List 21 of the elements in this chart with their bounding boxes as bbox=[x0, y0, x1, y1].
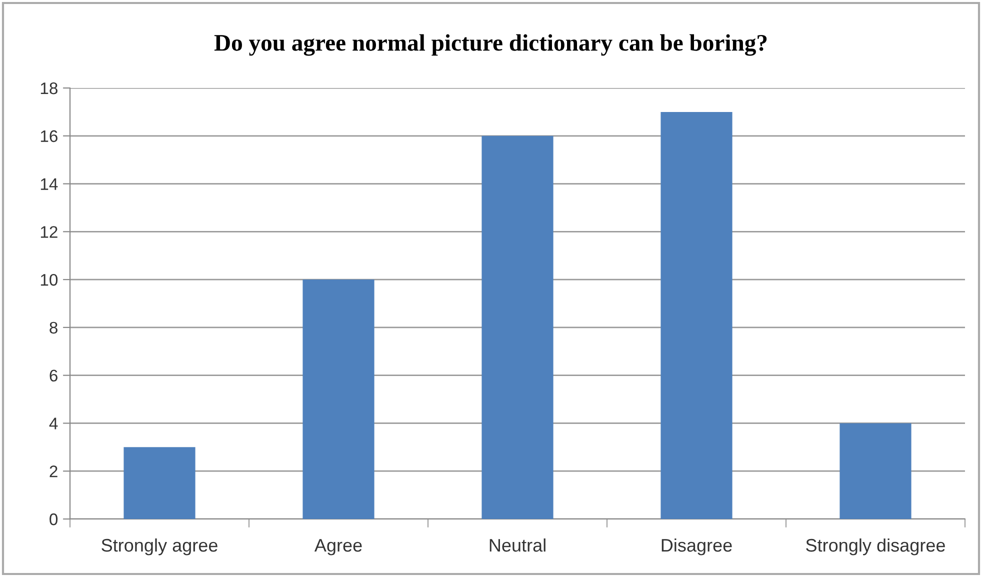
y-tick-label: 12 bbox=[40, 226, 58, 238]
y-tick-label: 0 bbox=[50, 513, 58, 526]
x-tick-label: Neutral bbox=[490, 538, 546, 552]
y-tick-label: 8 bbox=[50, 322, 58, 334]
bar bbox=[302, 280, 374, 519]
y-tick-label: 14 bbox=[40, 178, 58, 190]
x-tick-label: Strongly agree bbox=[102, 538, 218, 556]
bar bbox=[482, 136, 554, 519]
y-tick-label: 10 bbox=[40, 274, 58, 286]
bar bbox=[660, 112, 732, 519]
x-tick-label: Strongly disagree bbox=[806, 538, 945, 556]
x-tick-label: Agree bbox=[314, 539, 362, 556]
chart-title: Do you agree normal picture dictionary can be boring? bbox=[214, 34, 767, 56]
y-tick-label: 2 bbox=[50, 466, 58, 478]
bar bbox=[840, 423, 912, 519]
y-tick-label: 6 bbox=[50, 370, 58, 382]
y-tick-label: 4 bbox=[49, 418, 58, 430]
bar bbox=[124, 447, 196, 519]
y-tick-label: 18 bbox=[40, 82, 58, 94]
x-tick-label: Disagree bbox=[662, 538, 732, 556]
y-tick-label: 16 bbox=[40, 130, 58, 142]
